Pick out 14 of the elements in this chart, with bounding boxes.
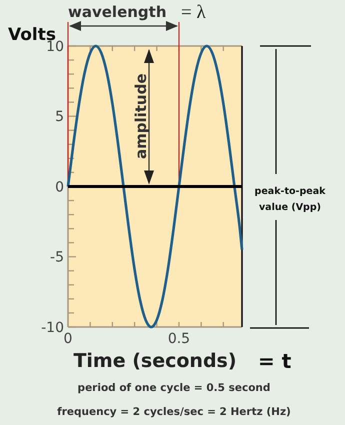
text: peak-to-peak value (Vpp) <box>254 186 326 213</box>
line-series <box>66 44 244 328</box>
y-tick-label: -5 <box>50 250 64 266</box>
text: frequency = 2 cycles/sec = 2 Hertz (Hz) <box>57 406 291 418</box>
annotation: amplitude <box>132 73 150 160</box>
y-tick-label: -10 <box>41 320 64 336</box>
text: = λ <box>181 2 206 23</box>
x-axis-title: Time (seconds) <box>73 350 237 372</box>
text: period of one cycle = 0.5 second <box>78 382 270 394</box>
y-tick-label: 5 <box>55 109 64 126</box>
text: wavelength <box>68 3 167 21</box>
x-tick-label: 0.5 <box>168 331 190 347</box>
text: = t <box>258 349 292 373</box>
y-tick-label: 0 <box>55 179 64 196</box>
